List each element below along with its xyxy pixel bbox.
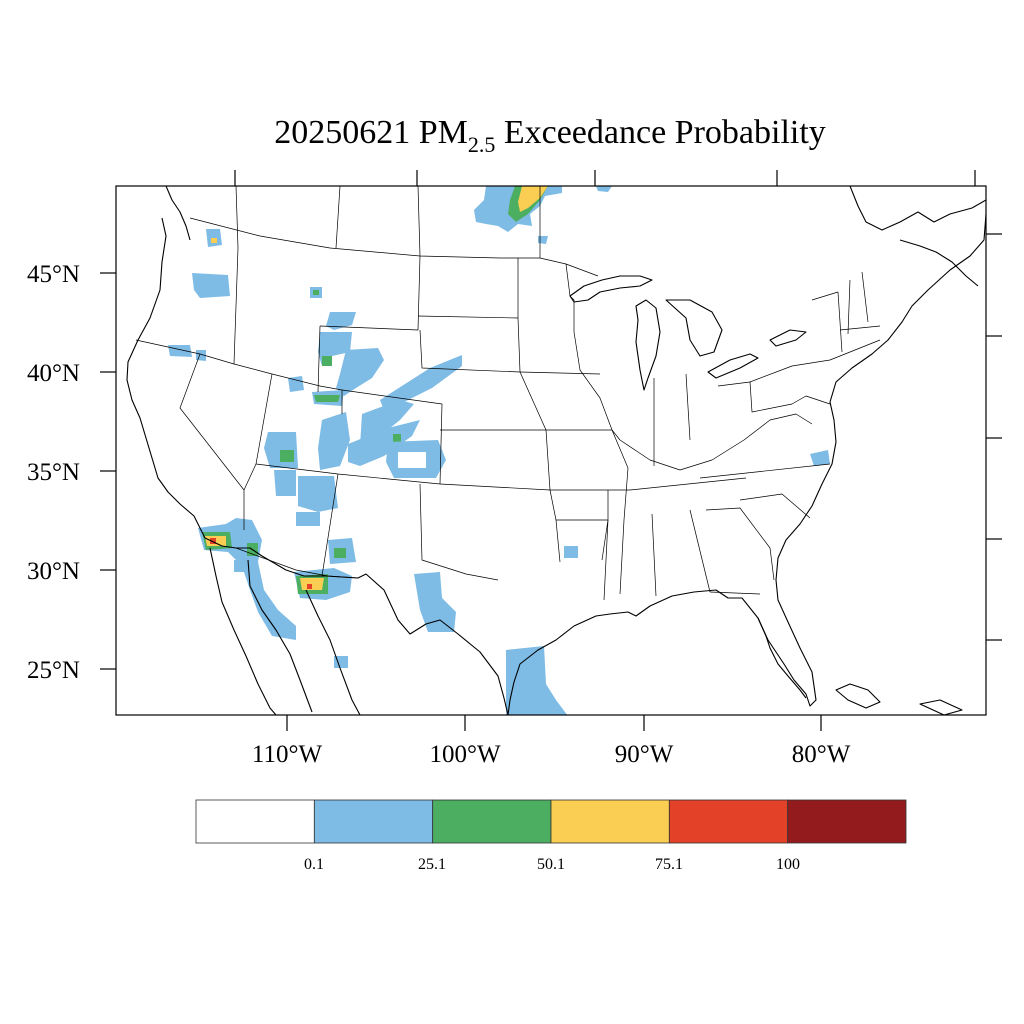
- colorbar-bin-4: [668, 799, 789, 844]
- lon-label-80w: 80°W: [792, 741, 851, 768]
- lat-label-45: 45°N: [27, 261, 80, 288]
- colorbar-bin-0: [195, 799, 315, 844]
- latitude-labels: 45°N 40°N 35°N 30°N 25°N: [27, 261, 80, 684]
- colorbar-labels: 0.1 25.1 50.1 75.1 100: [304, 856, 800, 873]
- colorbar-bin-5: [787, 799, 907, 844]
- map-title: 20250621 PM2.5 Exceedance Probability: [274, 114, 826, 157]
- lat-label-40: 40°N: [27, 360, 80, 387]
- colorbar-bin-2: [432, 799, 552, 844]
- lon-label-110w: 110°W: [252, 741, 323, 768]
- colorbar-label-0-1: 0.1: [304, 856, 324, 873]
- lat-label-25: 25°N: [27, 657, 80, 684]
- colorbar: 0.1 25.1 50.1 75.1 100: [195, 799, 907, 873]
- colorbar-label-75-1: 75.1: [655, 856, 683, 873]
- probability-fields: [168, 186, 830, 715]
- lon-label-90w: 90°W: [615, 741, 674, 768]
- colorbar-label-50-1: 50.1: [537, 856, 565, 873]
- right-ticks: [986, 233, 1002, 641]
- bottom-ticks: [286, 715, 822, 731]
- colorbar-bin-3: [550, 799, 670, 844]
- colorbar-bin-1: [313, 799, 434, 844]
- map-frame: [115, 185, 987, 716]
- lat-label-35: 35°N: [27, 459, 80, 486]
- map-panel: 45°N 40°N 35°N 30°N 25°N 110°W 100°W 90°…: [27, 170, 1002, 768]
- coastlines: [126, 186, 986, 715]
- lon-label-100w: 100°W: [429, 741, 500, 768]
- colorbar-label-25-1: 25.1: [418, 856, 446, 873]
- left-ticks: [100, 272, 116, 670]
- state-borders: [135, 186, 881, 601]
- top-ticks: [234, 170, 976, 186]
- colorbar-bins: [195, 799, 907, 844]
- colorbar-label-100: 100: [776, 856, 800, 873]
- longitude-labels: 110°W 100°W 90°W 80°W: [252, 741, 851, 768]
- lat-label-30: 30°N: [27, 558, 80, 585]
